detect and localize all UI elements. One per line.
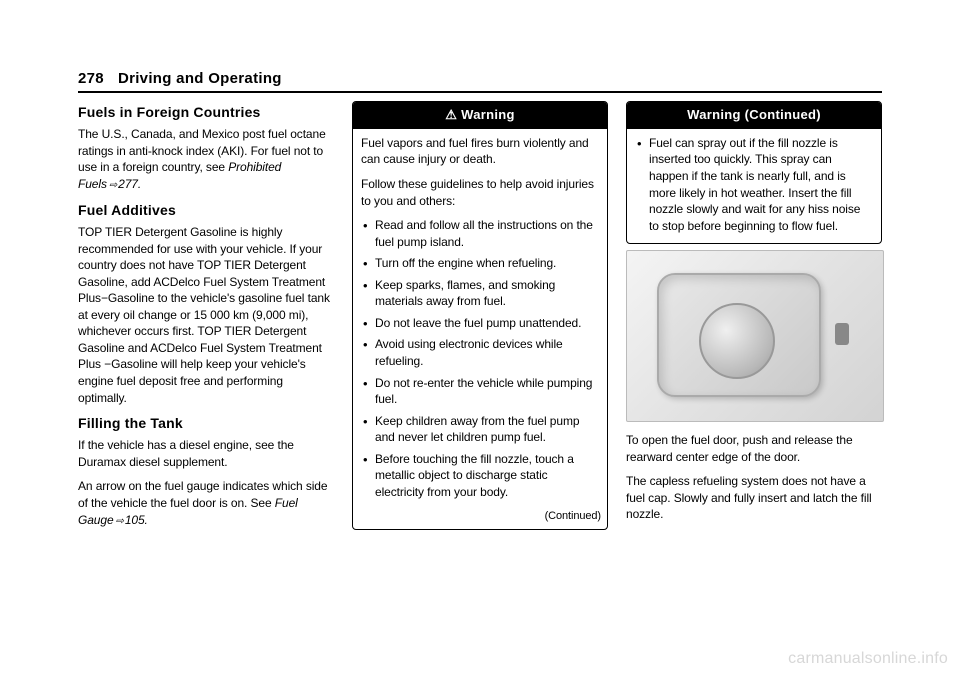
warning-continued-title-bar: Warning (Continued) bbox=[627, 102, 881, 129]
fuel-door-illustration bbox=[626, 250, 884, 422]
warning-triangle-icon bbox=[445, 107, 461, 122]
heading-foreign-fuels: Fuels in Foreign Countries bbox=[78, 103, 334, 122]
list-item: Keep sparks, flames, and smoking materia… bbox=[361, 277, 599, 310]
page-number: 278 bbox=[78, 70, 104, 87]
column-left: Fuels in Foreign Countries The U.S., Can… bbox=[78, 101, 334, 536]
list-item: Do not re-enter the vehicle while pumpin… bbox=[361, 375, 599, 408]
warning-continued-title-text: Warning (Continued) bbox=[687, 107, 821, 122]
heading-fuel-additives: Fuel Additives bbox=[78, 201, 334, 220]
paragraph: TOP TIER Detergent Gasoline is highly re… bbox=[78, 224, 334, 406]
chapter-title: Driving and Operating bbox=[118, 70, 282, 87]
warning-intro: Fuel vapors and fuel fires burn violentl… bbox=[361, 135, 599, 168]
warning-title-text: Warning bbox=[461, 107, 515, 122]
warning-bullet-list: Read and follow all the instructions on … bbox=[361, 217, 599, 500]
manual-page: 278 Driving and Operating Fuels in Forei… bbox=[78, 70, 882, 630]
warning-continued-box: Warning (Continued) Fuel can spray out i… bbox=[626, 101, 882, 244]
paragraph: If the vehicle has a diesel engine, see … bbox=[78, 437, 334, 470]
column-middle: Warning Fuel vapors and fuel fires burn … bbox=[352, 101, 608, 536]
heading-filling-tank: Filling the Tank bbox=[78, 414, 334, 433]
warning-box: Warning Fuel vapors and fuel fires burn … bbox=[352, 101, 608, 530]
paragraph: An arrow on the fuel gauge indicates whi… bbox=[78, 478, 334, 528]
warning-follow: Follow these guidelines to help avoid in… bbox=[361, 176, 599, 209]
paragraph: The U.S., Canada, and Mexico post fuel o… bbox=[78, 126, 334, 192]
list-item: Read and follow all the instructions on … bbox=[361, 217, 599, 250]
warning-body: Fuel vapors and fuel fires burn violentl… bbox=[353, 129, 607, 509]
fuel-door-notch-shape bbox=[835, 323, 849, 345]
paragraph: To open the fuel door, push and release … bbox=[626, 432, 882, 465]
list-item: Turn off the engine when refueling. bbox=[361, 255, 599, 272]
list-item: Before touching the fill nozzle, touch a… bbox=[361, 451, 599, 501]
watermark: carmanualsonline.info bbox=[788, 650, 948, 668]
cross-reference-page: 105. bbox=[125, 513, 148, 527]
fuel-cap-shape bbox=[699, 303, 775, 379]
cross-reference-page: 277. bbox=[118, 177, 141, 191]
paragraph: The capless refueling system does not ha… bbox=[626, 473, 882, 523]
list-item: Keep children away from the fuel pump an… bbox=[361, 413, 599, 446]
list-item: Fuel can spray out if the fill nozzle is… bbox=[635, 135, 873, 234]
text: The U.S., Canada, and Mexico post fuel o… bbox=[78, 127, 326, 174]
list-item: Do not leave the fuel pump unattended. bbox=[361, 315, 599, 332]
reference-arrow-icon bbox=[114, 513, 125, 527]
continued-marker: (Continued) bbox=[353, 509, 607, 528]
reference-arrow-icon bbox=[107, 177, 118, 191]
column-right: Warning (Continued) Fuel can spray out i… bbox=[626, 101, 882, 536]
warning-continued-body: Fuel can spray out if the fill nozzle is… bbox=[627, 129, 881, 243]
column-layout: Fuels in Foreign Countries The U.S., Can… bbox=[78, 101, 882, 536]
page-header: 278 Driving and Operating bbox=[78, 70, 882, 93]
list-item: Avoid using electronic devices while ref… bbox=[361, 336, 599, 369]
warning-title-bar: Warning bbox=[353, 102, 607, 129]
warning-continued-bullet-list: Fuel can spray out if the fill nozzle is… bbox=[635, 135, 873, 234]
